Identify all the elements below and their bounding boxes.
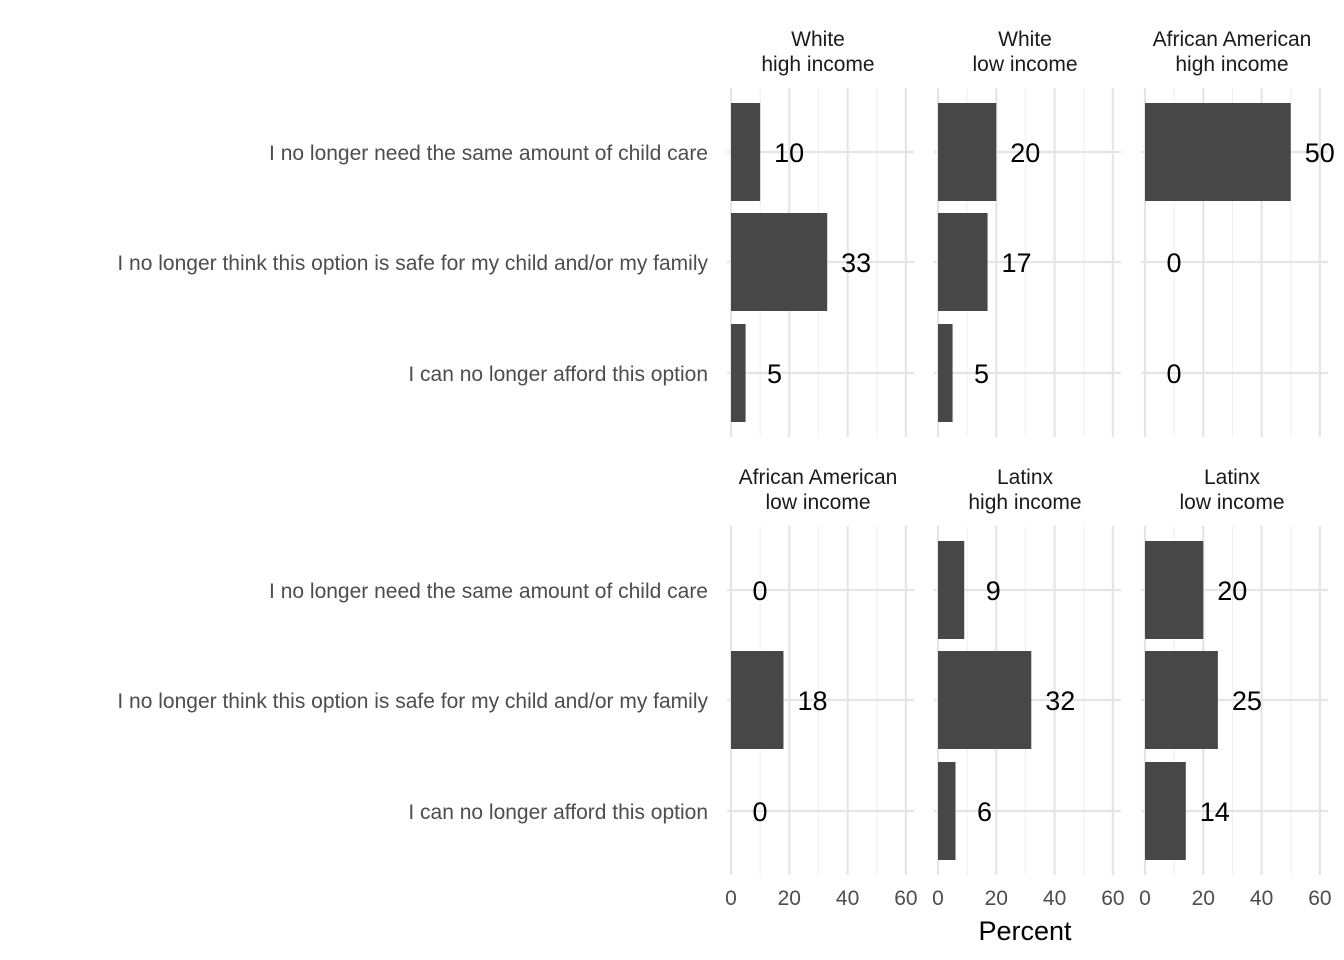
bar-value-label: 0 — [752, 797, 767, 827]
x-tick-label: 40 — [836, 887, 859, 910]
bar-value-label: 5 — [767, 359, 782, 389]
panel-title-line1: Latinx — [1204, 466, 1261, 489]
x-tick-label: 60 — [1308, 887, 1331, 910]
panel-title-line2: high income — [1175, 53, 1288, 76]
panel-title-line2: high income — [761, 53, 874, 76]
bar — [938, 541, 965, 639]
category-label: I no longer need the same amount of chil… — [269, 580, 708, 603]
bar — [1145, 541, 1204, 639]
bar-value-label: 33 — [841, 248, 871, 278]
panel-title-line1: African American — [739, 466, 898, 489]
panel-title-line2: low income — [972, 53, 1077, 76]
bar — [731, 213, 828, 311]
bar-value-label: 32 — [1045, 686, 1075, 716]
x-tick-label: 20 — [985, 887, 1008, 910]
category-label: I can no longer afford this option — [408, 363, 708, 386]
bar-value-label: 9 — [986, 576, 1001, 606]
x-axis-title: Percent — [978, 916, 1072, 946]
x-tick-label: 20 — [1192, 887, 1215, 910]
bar-value-label: 10 — [774, 138, 804, 168]
x-tick-label: 20 — [778, 887, 801, 910]
panel-title-line1: Latinx — [997, 466, 1054, 489]
panel-title-line2: low income — [1179, 491, 1284, 514]
bar-value-label: 0 — [1166, 248, 1181, 278]
panel-title-line2: low income — [765, 491, 870, 514]
bar-value-label: 50 — [1305, 138, 1335, 168]
bar-layer — [731, 103, 1291, 860]
x-tick-label: 0 — [1139, 887, 1151, 910]
bar — [1145, 762, 1186, 860]
bar-value-label: 14 — [1200, 797, 1230, 827]
bar-value-label: 20 — [1217, 576, 1247, 606]
bar — [731, 324, 746, 422]
x-tick-label: 60 — [894, 887, 917, 910]
category-label: I no longer need the same amount of chil… — [269, 142, 708, 165]
bar — [731, 103, 761, 201]
bar-value-label: 25 — [1232, 686, 1262, 716]
x-tick-label: 40 — [1250, 887, 1273, 910]
bar-value-label: 0 — [752, 576, 767, 606]
x-tick-label: 0 — [932, 887, 944, 910]
bar-value-label: 20 — [1010, 138, 1040, 168]
panel-title-line2: high income — [968, 491, 1081, 514]
category-label: I can no longer afford this option — [408, 801, 708, 824]
panel-title-line1: White — [998, 28, 1052, 51]
bar — [938, 651, 1032, 749]
x-tick-label: 60 — [1101, 887, 1124, 910]
bar-value-label: 6 — [977, 797, 992, 827]
bar — [938, 213, 988, 311]
bar — [1145, 103, 1291, 201]
bar — [938, 324, 953, 422]
bar-value-label: 5 — [974, 359, 989, 389]
bar — [938, 762, 956, 860]
bar-value-label: 18 — [797, 686, 827, 716]
bar — [731, 651, 784, 749]
bar-value-label: 0 — [1166, 359, 1181, 389]
x-tick-label: 40 — [1043, 887, 1066, 910]
panel-title-line1: White — [791, 28, 845, 51]
bar — [938, 103, 997, 201]
x-tick-label: 0 — [725, 887, 737, 910]
panel-title-line1: African American — [1153, 28, 1312, 51]
bar — [1145, 651, 1218, 749]
category-label: I no longer think this option is safe fo… — [117, 690, 708, 713]
category-label: I no longer think this option is safe fo… — [117, 252, 708, 275]
bar-value-label: 17 — [1002, 248, 1032, 278]
